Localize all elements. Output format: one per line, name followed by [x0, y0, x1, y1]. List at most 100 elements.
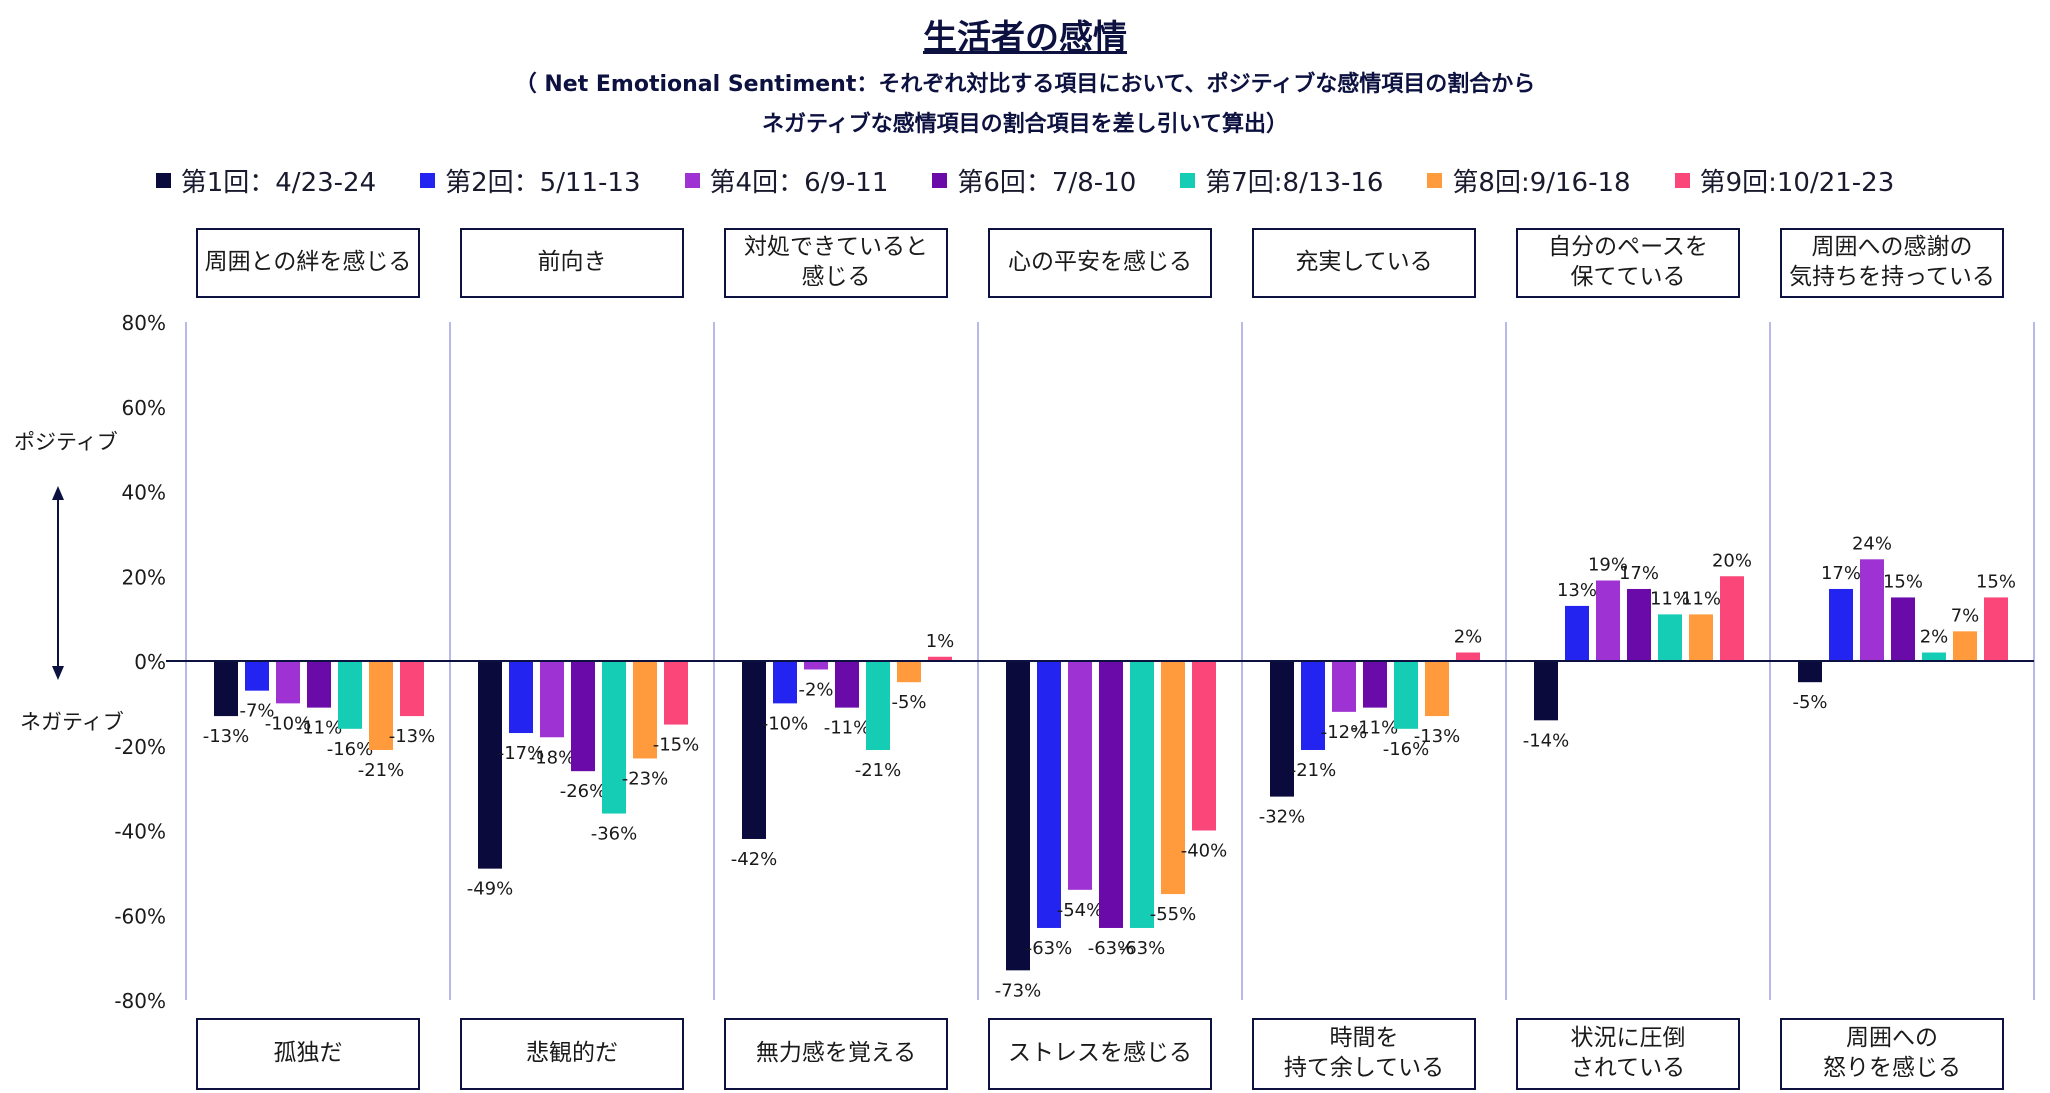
y-tick-label: -40% [114, 820, 166, 844]
bar [540, 661, 564, 738]
bar [338, 661, 362, 729]
data-label: 2% [1920, 627, 1949, 648]
data-label: -63% [1088, 938, 1135, 959]
data-label: -5% [891, 692, 926, 713]
bar [307, 661, 331, 708]
bar [369, 661, 393, 750]
legend-swatch [684, 173, 700, 188]
positive-category-label: 自分のペースを 保てている [1516, 228, 1740, 298]
bar [1860, 559, 1884, 661]
data-label: -36% [591, 824, 638, 845]
bar [478, 661, 502, 869]
negative-category-label: 悲観的だ [460, 1018, 684, 1090]
y-tick-label: 80% [122, 311, 166, 335]
bar [1270, 661, 1294, 797]
positive-axis-label: ポジティブ [14, 430, 118, 454]
bar [1068, 661, 1092, 890]
data-label: -10% [265, 713, 312, 734]
bar [1130, 661, 1154, 928]
negative-category-label: 無力感を覚える [724, 1018, 948, 1090]
bar [1192, 661, 1216, 831]
legend-label: 第8回:9/16-18 [1452, 168, 1631, 198]
bar [1798, 661, 1822, 683]
data-label: 17% [1619, 563, 1659, 584]
bar [214, 661, 238, 717]
bar [1984, 597, 2008, 661]
data-label: 11% [1650, 588, 1690, 609]
bar [509, 661, 533, 734]
bar [276, 661, 300, 704]
bar [1658, 614, 1682, 661]
data-label: -11% [1352, 718, 1399, 739]
bar [1332, 661, 1356, 712]
data-label: -63% [1119, 938, 1166, 959]
data-label: 15% [1976, 571, 2016, 592]
bar [571, 661, 595, 772]
data-label: 7% [1951, 605, 1980, 626]
legend-item: 第6回：7/8-10 [932, 162, 1136, 199]
data-label: -13% [203, 726, 250, 747]
bar [1922, 652, 1946, 661]
bar [245, 661, 269, 691]
positive-category-label: 心の平安を感じる [988, 228, 1212, 298]
bar [602, 661, 626, 814]
data-label: 1% [926, 631, 955, 652]
chart-subtitle-line2: ネガティブな感情項目の割合項目を差し引いて算出） [761, 112, 1289, 137]
negative-category-label: 状況に圧倒 されている [1516, 1018, 1740, 1090]
data-label: -11% [296, 718, 343, 739]
data-label: -42% [731, 849, 778, 870]
positive-category-label: 前向き [460, 228, 684, 298]
chart-title: 生活者の感情 [923, 18, 1127, 58]
y-tick-label: -60% [114, 904, 166, 928]
data-label: 19% [1588, 554, 1628, 575]
bar [804, 661, 828, 670]
axis-arrow-up [52, 486, 64, 500]
data-label: -13% [389, 726, 436, 747]
data-label: -5% [1792, 692, 1827, 713]
bar [664, 661, 688, 725]
data-label: -40% [1181, 841, 1228, 862]
legend-label: 第1回：4/23-24 [180, 168, 377, 198]
y-tick-label: 20% [122, 565, 166, 589]
data-label: -15% [653, 735, 700, 756]
bar [773, 661, 797, 704]
data-label: -11% [824, 718, 871, 739]
axis-arrow-down [52, 666, 64, 680]
legend: 第1回：4/23-24 第2回：5/11-13 第4回：6/9-11 第6回：7/8-… [0, 162, 2050, 199]
y-tick-label: -20% [114, 735, 166, 759]
bar [1565, 605, 1589, 661]
bar [1161, 661, 1185, 895]
data-label: -17% [498, 743, 545, 764]
legend-item: 第4回：6/9-11 [684, 162, 888, 199]
negative-category-label: 時間を 持て余している [1252, 1018, 1476, 1090]
bar [1037, 661, 1061, 928]
data-label: 2% [1454, 627, 1483, 648]
bar [1006, 661, 1030, 971]
legend-swatch [1427, 173, 1443, 188]
data-label: -26% [560, 781, 607, 802]
data-label: -21% [358, 760, 405, 781]
data-label: -10% [762, 713, 809, 734]
bar [1720, 576, 1744, 661]
bar [1627, 588, 1651, 661]
bar [1301, 661, 1325, 750]
legend-swatch [1674, 173, 1690, 188]
positive-category-label: 充実している [1252, 228, 1476, 298]
legend-item: 第2回：5/11-13 [420, 162, 641, 199]
bar [928, 656, 952, 661]
data-label: -21% [1290, 760, 1337, 781]
bar [1456, 652, 1480, 661]
data-label: -14% [1523, 730, 1570, 751]
bar [1891, 597, 1915, 661]
data-label: -16% [327, 739, 374, 760]
data-label: -2% [798, 679, 833, 700]
legend-swatch [932, 173, 948, 188]
bar [1425, 661, 1449, 717]
negative-category-label: 周囲への 怒りを感じる [1780, 1018, 2004, 1090]
data-label: -63% [1026, 938, 1073, 959]
chart-subtitle-line1: （ Net Emotional Sentiment：それぞれ対比する項目において… [514, 72, 1536, 97]
legend-label: 第6回：7/8-10 [957, 168, 1137, 198]
data-label: 15% [1883, 571, 1923, 592]
negative-category-label: ストレスを感じる [988, 1018, 1212, 1090]
